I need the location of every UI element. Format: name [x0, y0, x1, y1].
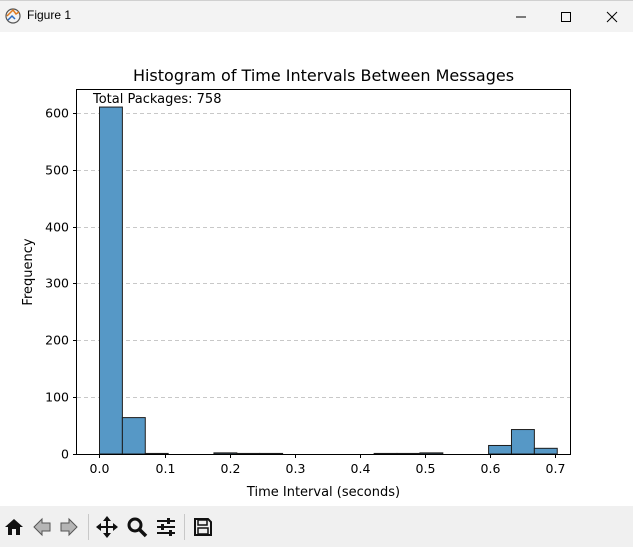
home-icon	[5, 519, 23, 535]
navigation-toolbar	[0, 506, 633, 547]
histogram-bar	[419, 452, 444, 455]
y-tick-label: 300	[45, 276, 69, 291]
x-tick-label: 0.0	[90, 461, 110, 476]
zoom-button[interactable]	[124, 514, 150, 540]
y-tick-label: 500	[45, 163, 69, 178]
close-icon	[606, 11, 618, 23]
histogram-bar	[396, 452, 421, 455]
back-icon	[33, 517, 51, 537]
histogram-chart: 0.0 0.1 0.2 0.3 0.4 0.5 0.6 0.7 0 100 200 300 400 50…	[21, 66, 571, 500]
x-tick-label: 0.5	[416, 461, 436, 476]
x-tick-label: 0.7	[546, 461, 566, 476]
x-axis-label: Time Interval (seconds)	[246, 485, 400, 500]
minimize-button[interactable]	[498, 1, 544, 33]
x-tick-label: 0.2	[221, 461, 241, 476]
histogram-bar	[144, 452, 169, 455]
y-tick-label: 100	[45, 390, 69, 405]
zoom-icon	[127, 517, 148, 538]
histogram-bar	[373, 452, 398, 455]
toolbar-separator	[88, 514, 89, 540]
pan-button[interactable]	[94, 514, 120, 540]
histogram-bar	[121, 417, 146, 455]
histogram-bar	[98, 106, 123, 455]
forward-button[interactable]	[56, 514, 82, 540]
histogram-bar	[259, 452, 284, 455]
x-tick-label: 0.3	[286, 461, 306, 476]
window-title: Figure 1	[27, 8, 72, 22]
window-titlebar: Figure 1	[0, 0, 633, 32]
total-packages-annotation: Total Packages: 758	[92, 92, 221, 107]
histogram-bar	[533, 447, 558, 455]
y-tick-label: 0	[61, 447, 69, 462]
x-tick-label: 0.4	[351, 461, 371, 476]
x-tick-label: 0.6	[481, 461, 501, 476]
configure-subplots-button[interactable]	[153, 514, 179, 540]
toolbar-separator	[184, 514, 185, 540]
histogram-bar	[488, 444, 512, 455]
histogram-bar	[510, 429, 535, 455]
app-icon	[5, 8, 21, 24]
figure-canvas[interactable]: 0.0 0.1 0.2 0.3 0.4 0.5 0.6 0.7 0 100 200 300 400 50…	[0, 32, 633, 506]
histogram-bar	[236, 452, 261, 455]
histogram-bar	[213, 452, 238, 455]
save-icon	[194, 518, 212, 536]
configure-subplots-icon	[157, 518, 175, 536]
y-tick-label: 200	[45, 333, 69, 348]
plot-frame	[76, 89, 571, 455]
y-tick-label: 400	[45, 220, 69, 235]
minimize-icon	[516, 16, 526, 18]
maximize-button[interactable]	[543, 1, 589, 33]
y-axis-label: Frequency	[21, 238, 36, 305]
home-button[interactable]	[1, 514, 27, 540]
x-tick-label: 0.1	[156, 461, 176, 476]
maximize-icon	[561, 12, 571, 22]
save-button[interactable]	[190, 514, 216, 540]
y-tick-label: 600	[45, 106, 69, 121]
close-button[interactable]	[589, 1, 633, 33]
back-button[interactable]	[29, 514, 55, 540]
forward-icon	[60, 517, 78, 537]
pan-icon	[96, 516, 118, 538]
chart-title: Histogram of Time Intervals Between Mess…	[133, 66, 514, 85]
